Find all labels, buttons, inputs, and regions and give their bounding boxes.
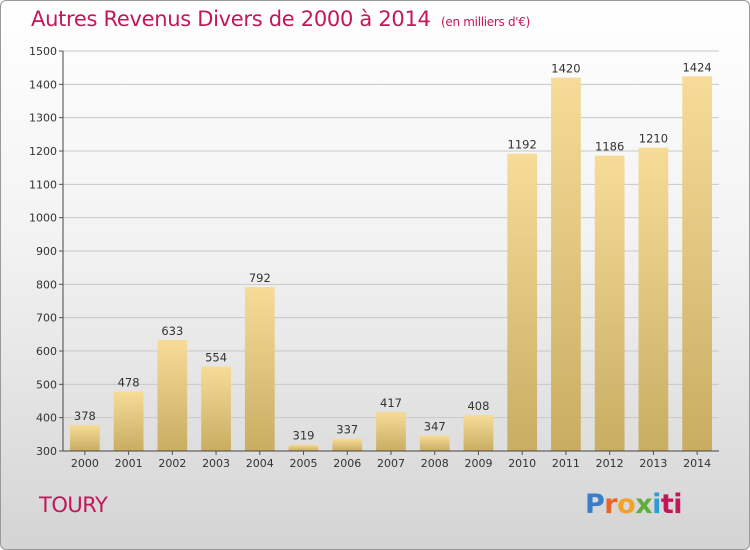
y-tick-label: 600 (36, 345, 57, 358)
bar-value-label: 319 (293, 429, 315, 443)
y-tick-label: 900 (36, 245, 57, 258)
labels: 300 400 500 600 700 800 900 1000 1100 1200 1300 140… (29, 45, 712, 470)
x-tick-label: 2000 (71, 457, 99, 470)
bar (332, 438, 363, 451)
bar-value-label: 1424 (682, 60, 711, 74)
x-tick-label: 2010 (508, 457, 536, 470)
y-tick-label: 1300 (29, 112, 57, 125)
x-tick-label: 2012 (596, 457, 624, 470)
bar (419, 435, 450, 451)
bar (507, 153, 538, 451)
bar-value-label: 1186 (595, 140, 624, 154)
x-tick-label: 2013 (639, 457, 667, 470)
bar (113, 391, 144, 451)
x-tick-label: 2002 (158, 457, 186, 470)
bar-value-label: 478 (118, 376, 140, 390)
bar (551, 77, 581, 452)
bar-value-label: 417 (380, 396, 402, 410)
x-tick-label: 2004 (246, 457, 274, 470)
bar-value-label: 633 (161, 324, 183, 338)
bar (201, 366, 231, 451)
x-tick-label: 2001 (115, 457, 143, 470)
x-tick-label: 2014 (683, 457, 711, 470)
bar (463, 415, 494, 451)
bar (638, 147, 669, 451)
bar-value-label: 1420 (551, 62, 580, 76)
x-tick-label: 2006 (333, 457, 361, 470)
logo-letter: ti (660, 489, 683, 520)
logo-letter: r (604, 489, 618, 520)
x-tick-label: 2003 (202, 457, 230, 470)
x-tick-label: 2007 (377, 457, 405, 470)
place-name: TOURY (39, 493, 108, 517)
bar (288, 444, 319, 451)
bar (594, 155, 625, 451)
y-tick-label: 300 (36, 445, 57, 458)
axes (59, 50, 719, 455)
bar (376, 412, 406, 451)
y-tick-label: 1400 (29, 78, 57, 91)
y-tick-label: 400 (36, 412, 57, 425)
bar-value-label: 554 (205, 350, 227, 364)
chart-title: Autres Revenus Divers de 2000 à 2014 (en… (31, 7, 530, 31)
bars (69, 76, 713, 452)
logo-letter: o (617, 489, 636, 520)
bar (69, 425, 100, 451)
logo-letter: i (652, 489, 661, 520)
proxiti-logo: Proxiti (585, 489, 683, 520)
bar-value-label: 347 (424, 419, 446, 433)
y-tick-label: 1100 (29, 178, 57, 191)
bar (157, 340, 188, 451)
bar-value-label: 792 (249, 271, 271, 285)
y-tick-label: 1200 (29, 145, 57, 158)
y-tick-label: 1000 (29, 212, 57, 225)
bar-value-label: 1210 (639, 132, 668, 146)
chart-subtitle: (en milliers d'€) (441, 15, 531, 29)
bar (244, 287, 275, 451)
y-tick-label: 500 (36, 378, 57, 391)
logo-letter: x (635, 489, 653, 520)
x-tick-label: 2011 (552, 457, 580, 470)
y-tick-label: 1500 (29, 45, 57, 58)
bar-value-label: 408 (467, 399, 489, 413)
y-tick-label: 800 (36, 278, 57, 291)
chart-title-main: Autres Revenus Divers de 2000 à 2014 (31, 7, 431, 31)
y-tick-label: 700 (36, 312, 57, 325)
x-tick-label: 2009 (464, 457, 492, 470)
bar-value-label: 378 (74, 409, 96, 423)
bar-value-label: 1192 (508, 138, 537, 152)
bar-value-label: 337 (336, 423, 358, 437)
x-tick-label: 2008 (421, 457, 449, 470)
x-tick-label: 2005 (290, 457, 318, 470)
bar (682, 76, 713, 451)
logo-letter: P (585, 489, 605, 520)
